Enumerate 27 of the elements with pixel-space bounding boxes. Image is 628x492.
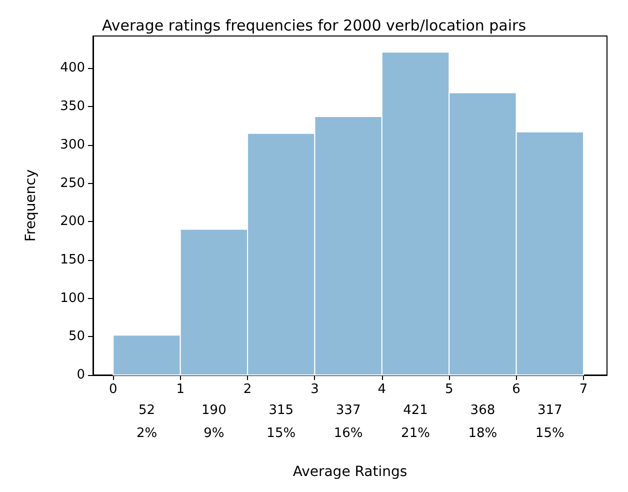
- x-tick-label: 3: [310, 382, 319, 397]
- x-tick-label: 5: [444, 382, 454, 397]
- x-axis-title: Average Ratings: [292, 464, 408, 480]
- y-tick-label: 150: [60, 252, 85, 268]
- chart-title: Average ratings frequencies for 2000 verb/location pairs: [102, 16, 526, 34]
- x-tick-label: 4: [378, 382, 386, 397]
- data-label: 315 15%: [266, 403, 296, 441]
- y-axis-title: Frequency: [23, 169, 39, 242]
- x-tick-label: 2: [243, 382, 252, 397]
- data-label: 317 15%: [535, 403, 564, 441]
- x-tick-label: 1: [176, 382, 184, 397]
- data-label: 337 16%: [334, 403, 363, 441]
- data-label: 190 9%: [202, 403, 226, 441]
- y-tick-label: 100: [60, 290, 85, 306]
- y-tick-label: 250: [60, 176, 85, 191]
- y-tick-label: 350: [60, 99, 85, 114]
- y-tick-label: 0: [76, 368, 85, 382]
- y-tick-label: 200: [60, 214, 85, 230]
- y-tick-label: 300: [60, 137, 85, 152]
- y-tick-label: 400: [60, 60, 85, 76]
- x-tick-label: 6: [512, 382, 520, 397]
- y-tick-label: 50: [68, 329, 85, 344]
- data-label: 368 18%: [468, 403, 498, 441]
- x-tick-label: 0: [109, 382, 118, 397]
- x-tick-label: 7: [579, 382, 588, 397]
- data-label: 52 2%: [136, 403, 158, 441]
- data-label: 421 21%: [401, 403, 430, 441]
